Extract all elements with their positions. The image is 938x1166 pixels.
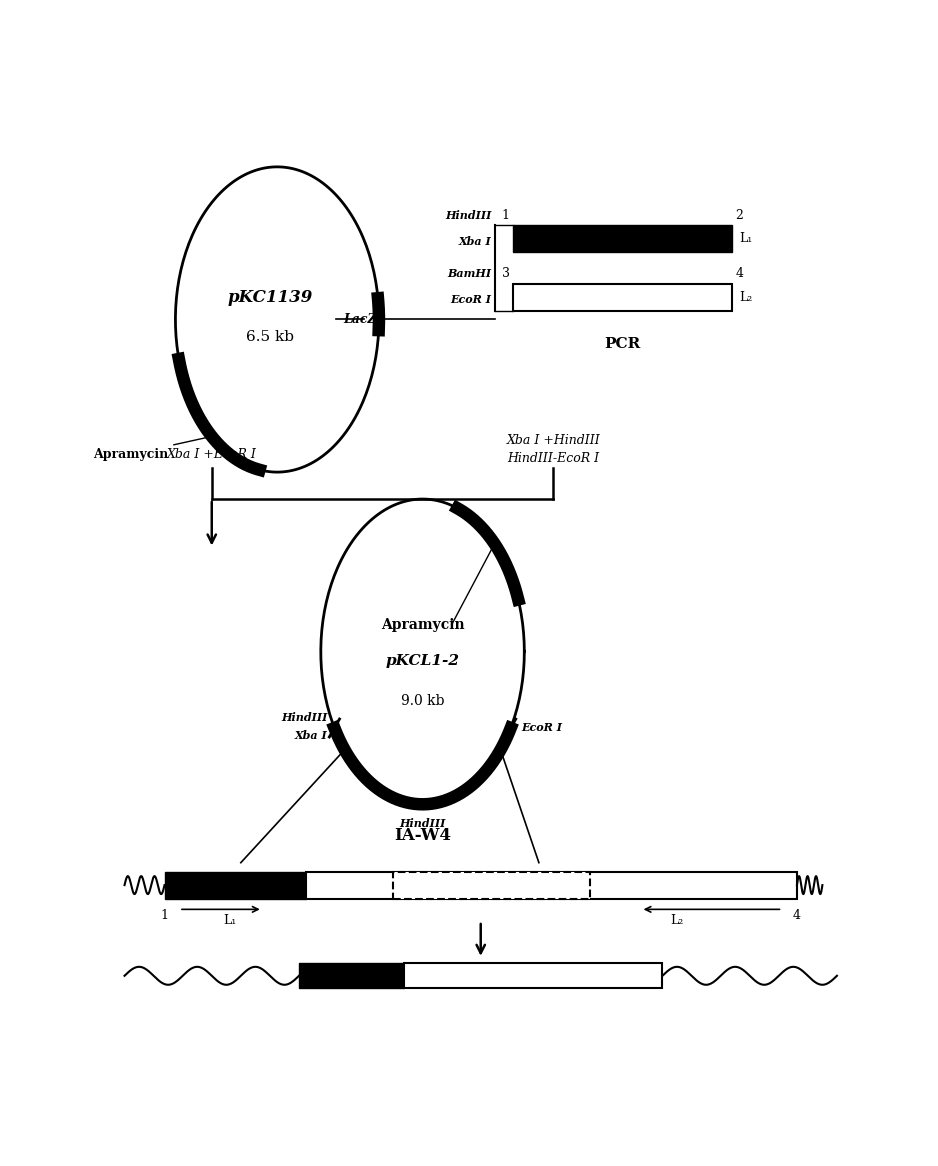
Text: Xba I: Xba I xyxy=(459,236,492,247)
Text: 2: 2 xyxy=(735,209,743,222)
Text: 9.0 kb: 9.0 kb xyxy=(401,694,445,708)
Text: 4: 4 xyxy=(735,267,743,280)
Text: 1: 1 xyxy=(502,209,510,222)
Text: 4: 4 xyxy=(793,909,801,922)
Text: 3: 3 xyxy=(502,267,510,280)
Text: Apramycin: Apramycin xyxy=(93,437,209,461)
Text: PCR: PCR xyxy=(604,337,641,351)
Text: pKCL1-2: pKCL1-2 xyxy=(386,654,460,668)
Text: LacZ: LacZ xyxy=(343,312,377,326)
Bar xyxy=(306,872,797,899)
Bar xyxy=(513,283,732,310)
Text: IA-W4: IA-W4 xyxy=(394,827,451,844)
Text: EcoR I: EcoR I xyxy=(450,294,492,305)
Text: Xba I +EcoR I: Xba I +EcoR I xyxy=(167,448,257,461)
Bar xyxy=(393,872,590,899)
Text: HindIII: HindIII xyxy=(446,210,492,220)
Text: pKC1139: pKC1139 xyxy=(227,288,312,305)
Text: HindIII-EcoR I: HindIII-EcoR I xyxy=(507,452,599,465)
Bar xyxy=(404,963,662,989)
Text: BamHI: BamHI xyxy=(447,268,492,279)
Bar xyxy=(513,225,732,252)
Text: L₁: L₁ xyxy=(223,914,236,927)
Text: L₁: L₁ xyxy=(739,232,752,245)
Text: 1: 1 xyxy=(160,909,169,922)
Text: L₂: L₂ xyxy=(671,914,684,927)
Text: HindIII: HindIII xyxy=(280,711,327,723)
Bar xyxy=(164,872,306,899)
Bar xyxy=(299,963,404,989)
Text: HindIII: HindIII xyxy=(400,817,446,829)
Text: EcoR I: EcoR I xyxy=(522,723,563,733)
Text: L₂: L₂ xyxy=(739,290,752,303)
Text: Xba I +HindIII: Xba I +HindIII xyxy=(507,434,600,448)
Text: 6.5 kb: 6.5 kb xyxy=(246,330,294,344)
Text: Xba I: Xba I xyxy=(295,730,327,740)
Text: Apramycin: Apramycin xyxy=(381,618,464,632)
